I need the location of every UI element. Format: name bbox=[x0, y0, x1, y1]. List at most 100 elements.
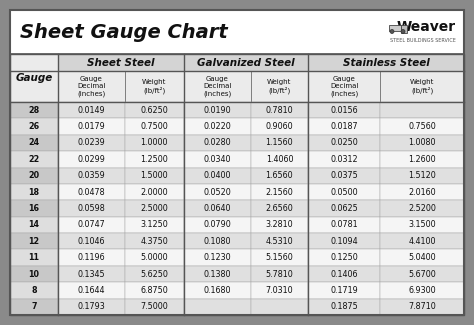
Text: 0.1680: 0.1680 bbox=[204, 286, 231, 295]
Bar bbox=[10, 233, 58, 250]
Bar bbox=[251, 233, 308, 250]
Bar bbox=[125, 233, 184, 250]
Bar bbox=[308, 266, 381, 282]
Bar bbox=[308, 71, 381, 102]
Text: 5.1560: 5.1560 bbox=[265, 253, 293, 262]
Text: 0.7810: 0.7810 bbox=[265, 106, 293, 115]
Bar bbox=[308, 54, 464, 71]
Text: 3.2810: 3.2810 bbox=[265, 220, 293, 229]
Bar bbox=[184, 184, 251, 200]
Text: 1.2600: 1.2600 bbox=[409, 155, 436, 164]
Bar bbox=[308, 217, 381, 233]
Bar bbox=[125, 200, 184, 217]
Bar bbox=[125, 266, 184, 282]
Text: Sheet Steel: Sheet Steel bbox=[87, 58, 155, 68]
Text: 1.0080: 1.0080 bbox=[409, 138, 436, 148]
Bar bbox=[184, 217, 251, 233]
Bar bbox=[308, 102, 381, 118]
Text: 0.0280: 0.0280 bbox=[204, 138, 231, 148]
Text: 0.7560: 0.7560 bbox=[409, 122, 436, 131]
Text: 0.0312: 0.0312 bbox=[330, 155, 358, 164]
Text: 0.0187: 0.0187 bbox=[330, 122, 358, 131]
Text: 0.1875: 0.1875 bbox=[330, 302, 358, 311]
Text: 0.1250: 0.1250 bbox=[330, 253, 358, 262]
Text: 0.0250: 0.0250 bbox=[330, 138, 358, 148]
Text: 0.0359: 0.0359 bbox=[77, 171, 105, 180]
Bar bbox=[184, 135, 251, 151]
Text: 0.0156: 0.0156 bbox=[330, 106, 358, 115]
Bar bbox=[10, 118, 58, 135]
Bar bbox=[184, 250, 251, 266]
Text: 0.0220: 0.0220 bbox=[204, 122, 231, 131]
Bar bbox=[10, 54, 464, 315]
Bar bbox=[308, 299, 381, 315]
Bar bbox=[10, 102, 58, 118]
Text: 0.1719: 0.1719 bbox=[330, 286, 358, 295]
Text: 1.6560: 1.6560 bbox=[265, 171, 293, 180]
Text: 0.1644: 0.1644 bbox=[78, 286, 105, 295]
Text: 5.0400: 5.0400 bbox=[409, 253, 436, 262]
Text: Gauge
Decimal
(inches): Gauge Decimal (inches) bbox=[77, 76, 105, 97]
Bar bbox=[125, 151, 184, 168]
Bar bbox=[58, 151, 125, 168]
Text: Weaver: Weaver bbox=[397, 20, 456, 34]
Text: 1.5120: 1.5120 bbox=[409, 171, 436, 180]
Bar bbox=[308, 282, 381, 299]
Text: STEEL BUILDINGS SERVICE: STEEL BUILDINGS SERVICE bbox=[390, 38, 456, 43]
Text: 2.6560: 2.6560 bbox=[265, 204, 293, 213]
Bar bbox=[381, 118, 464, 135]
Text: 0.0179: 0.0179 bbox=[77, 122, 105, 131]
Bar bbox=[308, 200, 381, 217]
Text: 5.7810: 5.7810 bbox=[265, 269, 293, 279]
Text: 2.0000: 2.0000 bbox=[141, 188, 168, 197]
Circle shape bbox=[401, 30, 405, 33]
Text: 0.1196: 0.1196 bbox=[77, 253, 105, 262]
Text: 1.4060: 1.4060 bbox=[266, 155, 293, 164]
Bar bbox=[251, 299, 308, 315]
Text: 0.1094: 0.1094 bbox=[330, 237, 358, 246]
Bar bbox=[58, 266, 125, 282]
Text: 26: 26 bbox=[28, 122, 39, 131]
Text: 3.1500: 3.1500 bbox=[409, 220, 436, 229]
Bar bbox=[308, 135, 381, 151]
Text: 11: 11 bbox=[28, 253, 39, 262]
Bar bbox=[184, 282, 251, 299]
Text: 14: 14 bbox=[28, 220, 39, 229]
Text: 8: 8 bbox=[31, 286, 36, 295]
Bar bbox=[308, 151, 381, 168]
Text: 6.8750: 6.8750 bbox=[140, 286, 168, 295]
Text: 0.0478: 0.0478 bbox=[77, 188, 105, 197]
Bar bbox=[58, 118, 125, 135]
Text: 7.0310: 7.0310 bbox=[265, 286, 293, 295]
Text: 0.0625: 0.0625 bbox=[330, 204, 358, 213]
Text: 1.5000: 1.5000 bbox=[141, 171, 168, 180]
Bar bbox=[251, 184, 308, 200]
Text: 0.0747: 0.0747 bbox=[77, 220, 105, 229]
Bar bbox=[251, 151, 308, 168]
Text: 0.0400: 0.0400 bbox=[204, 171, 231, 180]
Text: 0.0790: 0.0790 bbox=[204, 220, 231, 229]
Bar bbox=[308, 168, 381, 184]
Text: 4.3750: 4.3750 bbox=[140, 237, 168, 246]
Text: 2.1560: 2.1560 bbox=[265, 188, 293, 197]
Text: 0.0640: 0.0640 bbox=[204, 204, 231, 213]
Text: 4.5310: 4.5310 bbox=[265, 237, 293, 246]
Bar bbox=[184, 266, 251, 282]
Bar bbox=[251, 118, 308, 135]
Bar bbox=[125, 299, 184, 315]
Text: 0.0598: 0.0598 bbox=[77, 204, 105, 213]
Bar bbox=[58, 233, 125, 250]
Bar bbox=[125, 282, 184, 299]
Text: 0.1080: 0.1080 bbox=[204, 237, 231, 246]
Bar bbox=[10, 250, 58, 266]
Text: Stainless Steel: Stainless Steel bbox=[343, 58, 429, 68]
Bar bbox=[58, 250, 125, 266]
Bar bbox=[381, 151, 464, 168]
Text: Sheet Gauge Chart: Sheet Gauge Chart bbox=[20, 22, 228, 42]
Bar bbox=[381, 71, 464, 102]
Bar bbox=[251, 217, 308, 233]
Bar bbox=[251, 200, 308, 217]
Text: 0.1406: 0.1406 bbox=[330, 269, 358, 279]
Text: 7: 7 bbox=[31, 302, 36, 311]
Text: 5.6700: 5.6700 bbox=[409, 269, 436, 279]
